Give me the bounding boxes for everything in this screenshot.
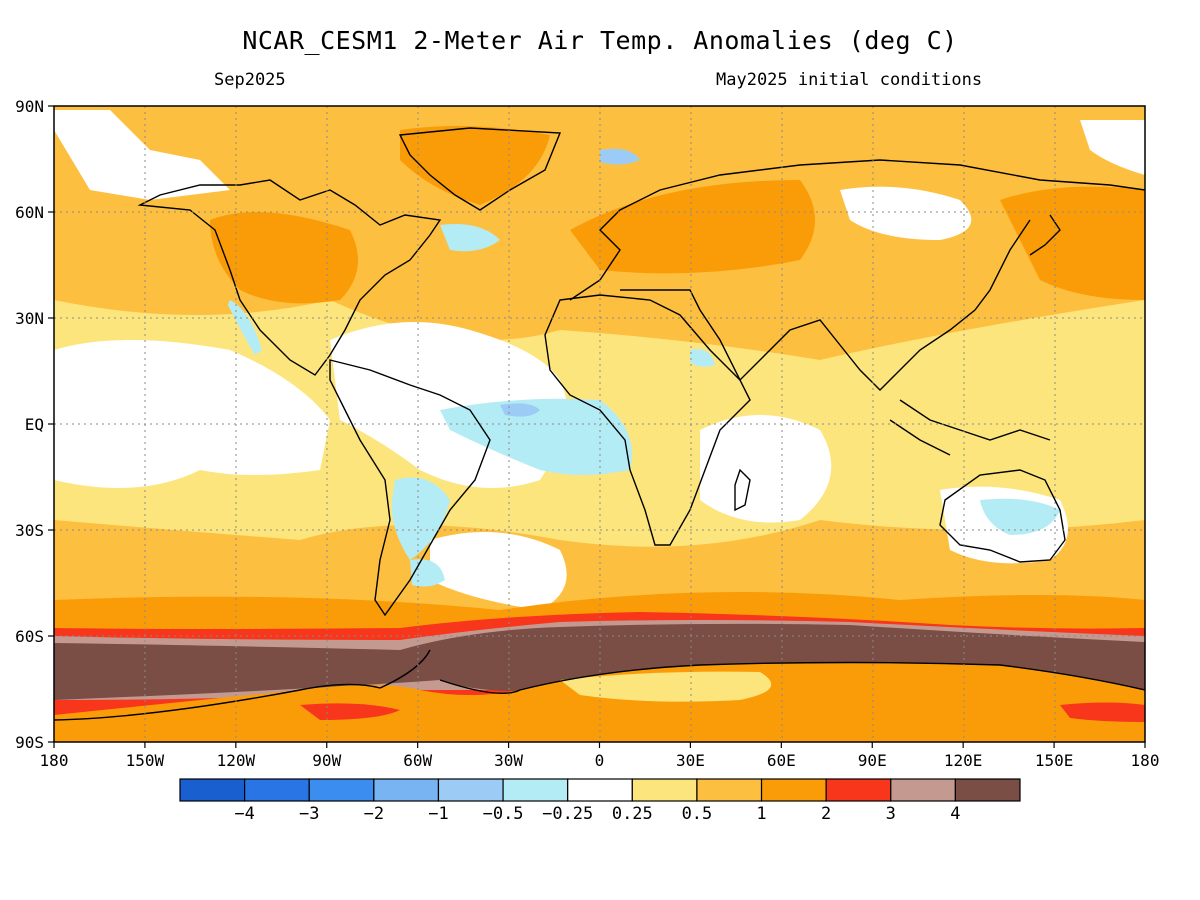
colorbar-swatch: [437, 778, 504, 802]
x-tick-label: 120E: [944, 751, 983, 770]
colorbar-swatch: [502, 778, 569, 802]
colorbar-label: 4: [950, 804, 960, 824]
init-conditions-label: May2025 initial conditions: [716, 70, 983, 90]
colorbar-swatch: [179, 778, 246, 802]
antarctica-pale: [560, 671, 772, 702]
colorbar-label: −2: [364, 804, 384, 824]
x-tick-label: 180: [1131, 751, 1160, 770]
coastlines: [53, 127, 1146, 721]
north-pacific-warm: [1000, 186, 1145, 300]
africa-coastline: [544, 294, 751, 546]
south-atlantic-neutral: [430, 532, 567, 610]
colorbar-swatch: [567, 778, 633, 802]
antarctica-red-spot-east: [1060, 702, 1145, 722]
arctic-cool: [600, 148, 640, 165]
x-tick-label: 60E: [767, 751, 796, 770]
x-tick-label: 180: [40, 751, 69, 770]
y-tick-label: 90N: [15, 97, 44, 116]
x-tick-label: 90E: [858, 751, 887, 770]
colorbar-swatch: [760, 778, 827, 802]
eurasia-coastline: [569, 159, 1146, 391]
pacific-coast-cool: [228, 300, 262, 355]
colorbar-label: −1: [428, 804, 448, 824]
colorbar-label: 0.25: [612, 804, 653, 824]
x-tick-label: 30W: [494, 751, 523, 770]
x-axis: 180 150W 120W 90W 60W 30W 0 30E 60E 90E 120E 150E 18…: [40, 742, 1160, 770]
colorbar-swatch: [308, 778, 375, 802]
colorbar-label: 1: [756, 804, 766, 824]
arctic-ocean-neutral: [1080, 120, 1145, 175]
x-tick-label: 120W: [217, 751, 256, 770]
indian-ocean-neutral: [700, 415, 832, 523]
x-tick-label: 90W: [312, 751, 341, 770]
colorbar-swatch: [890, 778, 956, 802]
east-africa-cool: [690, 349, 715, 367]
y-tick-label: 30N: [15, 309, 44, 328]
x-tick-label: 30E: [676, 751, 705, 770]
atlantic-cool: [440, 224, 500, 252]
colorbar-label: −4: [234, 804, 254, 824]
colorbar-label: −3: [299, 804, 319, 824]
colorbar-swatch: [954, 778, 1021, 802]
colorbar-swatch: [244, 778, 310, 802]
antarctica-coastline: [53, 649, 1146, 721]
x-tick-label: 150E: [1035, 751, 1074, 770]
north-america-coastline: [137, 179, 442, 376]
madagascar-coastline: [734, 468, 751, 512]
y-tick-label: 60S: [15, 627, 44, 646]
y-tick-label: 90S: [15, 733, 44, 752]
colorbar-swatch: [696, 778, 763, 802]
y-tick-label: EQ: [25, 415, 44, 434]
greenland-warm: [400, 126, 550, 205]
colorbar-label: 3: [886, 804, 896, 824]
y-tick-label: 60N: [15, 203, 44, 222]
antarctica-warm: [54, 662, 1145, 742]
japan-coastline: [1029, 214, 1061, 256]
colorbar-swatch: [373, 778, 440, 802]
colorbar-label: 2: [821, 804, 831, 824]
graticule: [54, 106, 1145, 742]
valid-month-label: Sep2025: [214, 70, 286, 90]
colorbar-swatch: [825, 778, 892, 802]
y-tick-label: 30S: [15, 521, 44, 540]
south-america-cool: [391, 477, 450, 560]
chart-title: NCAR_CESM1 2-Meter Air Temp. Anomalies (…: [242, 26, 958, 55]
equatorial-atlantic-cool: [440, 398, 632, 475]
x-tick-label: 150W: [126, 751, 165, 770]
australia-coastline: [939, 469, 1066, 563]
colorbar-label: −0.5: [483, 804, 524, 824]
maritime-continent-coastline: [889, 399, 1051, 456]
colorbar-label: −0.25: [542, 804, 593, 824]
x-tick-label: 60W: [403, 751, 432, 770]
equatorial-atlantic-cool-core: [500, 403, 540, 417]
australia-cool: [980, 498, 1060, 535]
colorbar-swatch: [631, 778, 698, 802]
arctic-neutral: [54, 110, 230, 200]
north-america-warm: [210, 212, 358, 304]
antarctica-red-spot: [300, 703, 400, 720]
south-america-coastline: [329, 359, 491, 617]
eurasia-warm: [570, 180, 815, 274]
colorbar: −4 −3 −2 −1 −0.5 −0.25 0.25 0.5 1 2 3 4: [179, 778, 1021, 824]
greenland-coastline: [398, 127, 562, 211]
pacific-neutral-strip: [100, 406, 310, 430]
y-axis: 90N 60N 30N EQ 30S 60S 90S: [15, 97, 54, 752]
colorbar-label: 0.5: [682, 804, 713, 824]
x-tick-label: 0: [595, 751, 605, 770]
